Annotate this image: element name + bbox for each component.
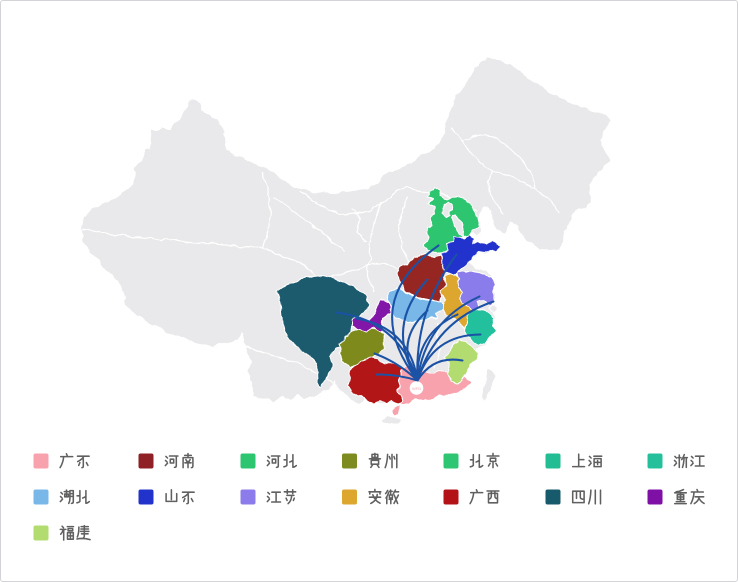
svg-text:WFD: WFD	[412, 386, 421, 391]
